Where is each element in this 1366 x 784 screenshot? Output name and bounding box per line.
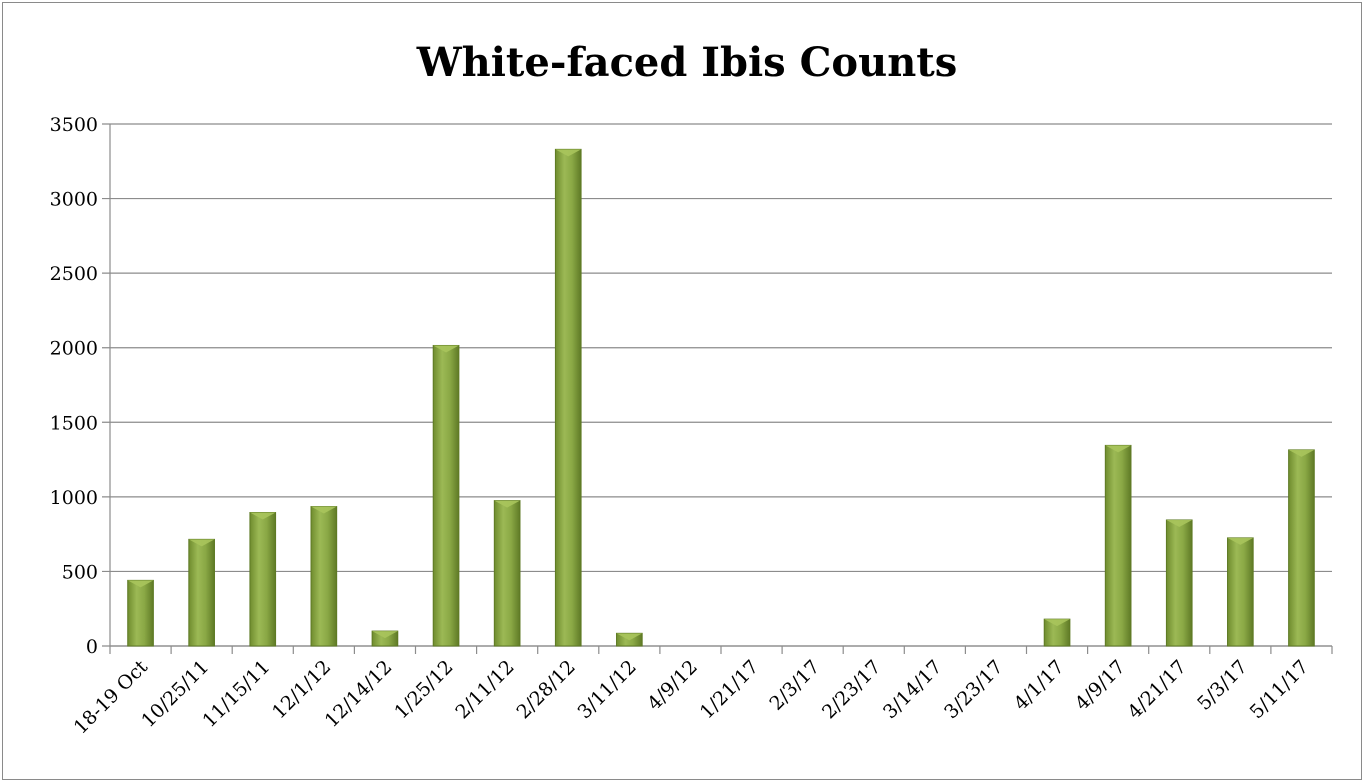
x-tick-label: 3/23/17 bbox=[940, 656, 1007, 723]
x-tick-label: 2/28/12 bbox=[512, 656, 579, 723]
bar-bevel bbox=[433, 345, 459, 353]
bar-body bbox=[1165, 519, 1193, 647]
bar-bevel bbox=[311, 506, 337, 514]
bar-body bbox=[493, 500, 521, 647]
x-tick-label: 11/15/11 bbox=[198, 656, 274, 732]
x-tick-label: 18-19 Oct bbox=[70, 656, 153, 739]
bar bbox=[371, 630, 399, 647]
bar-bevel bbox=[1227, 537, 1254, 545]
x-tick-label: 2/11/12 bbox=[451, 656, 518, 723]
y-axis-ticks: 0 500 1000 1500 2000 2500 3000 3500 bbox=[50, 114, 98, 658]
chart-title: White-faced Ibis Counts bbox=[416, 39, 958, 86]
bar-body bbox=[188, 538, 215, 647]
y-tick-label: 3000 bbox=[50, 189, 98, 211]
x-axis-ticks: 18-19 Oct10/25/1111/15/1112/1/1212/14/12… bbox=[70, 656, 1313, 739]
x-tick-label: 12/14/12 bbox=[321, 656, 397, 732]
y-tick-label: 1500 bbox=[50, 412, 98, 434]
bar-body bbox=[1104, 444, 1132, 647]
bar-bevel bbox=[188, 539, 215, 547]
bar bbox=[188, 538, 215, 647]
y-tick-label: 500 bbox=[62, 561, 98, 583]
x-tick-label: 2/23/17 bbox=[818, 656, 885, 723]
bar bbox=[432, 344, 460, 647]
bar-body bbox=[432, 344, 460, 647]
bar bbox=[616, 632, 643, 647]
x-tick-label: 1/21/17 bbox=[696, 656, 763, 723]
x-tick-label: 3/11/12 bbox=[574, 656, 641, 723]
bar bbox=[1165, 519, 1193, 647]
x-tick-label: 4/9/12 bbox=[643, 656, 702, 715]
bar-bevel bbox=[372, 631, 398, 639]
y-tick-label: 1000 bbox=[50, 487, 98, 509]
x-tick-label: 5/3/17 bbox=[1193, 656, 1252, 715]
x-tick-label: 4/9/17 bbox=[1071, 656, 1130, 715]
bar-body bbox=[554, 148, 582, 647]
y-tick-label: 3500 bbox=[50, 114, 98, 136]
bar-bevel bbox=[616, 633, 643, 641]
y-tick-label: 2000 bbox=[50, 338, 98, 360]
bar bbox=[1043, 618, 1071, 647]
bar-bevel bbox=[1105, 445, 1131, 453]
bar bbox=[493, 500, 521, 647]
bar-body bbox=[310, 506, 338, 647]
x-tick-label: 3/14/17 bbox=[879, 656, 946, 723]
bar bbox=[310, 506, 338, 647]
bar bbox=[249, 512, 277, 647]
bar-bevel bbox=[1044, 619, 1070, 627]
gridlines bbox=[102, 123, 1333, 654]
bar-bevel bbox=[555, 149, 582, 157]
bar-bevel bbox=[1166, 519, 1193, 527]
bar bbox=[127, 579, 154, 647]
y-tick-label: 0 bbox=[86, 636, 98, 658]
x-tick-label: 1/25/12 bbox=[390, 656, 457, 723]
x-tick-label: 4/1/17 bbox=[1010, 656, 1069, 715]
bar-body bbox=[249, 512, 277, 647]
bars bbox=[127, 148, 1315, 647]
bar bbox=[554, 148, 582, 647]
bar-bevel bbox=[127, 580, 154, 588]
bar bbox=[1227, 537, 1254, 647]
bar-body bbox=[1227, 537, 1254, 647]
bar bbox=[1104, 444, 1132, 647]
bar bbox=[1288, 449, 1315, 647]
x-tick-label: 2/3/17 bbox=[765, 656, 824, 715]
bar-bevel bbox=[494, 500, 520, 508]
bar-body bbox=[1288, 449, 1315, 647]
bar-body bbox=[127, 579, 154, 647]
y-tick-label: 2500 bbox=[50, 263, 98, 285]
x-tick-label: 4/21/17 bbox=[1123, 656, 1190, 723]
bar-bevel bbox=[1288, 449, 1315, 457]
bar-bevel bbox=[249, 512, 276, 520]
x-tick-label: 5/11/17 bbox=[1246, 656, 1313, 723]
